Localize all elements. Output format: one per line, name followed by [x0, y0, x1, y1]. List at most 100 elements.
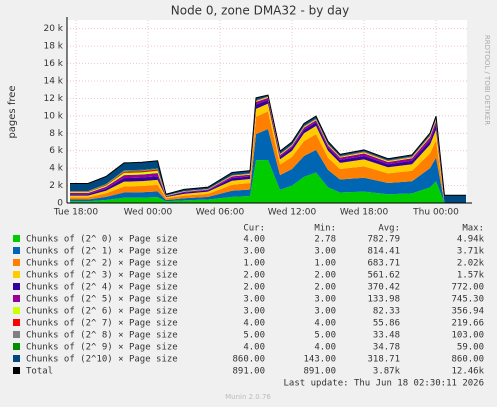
legend-swatch [13, 235, 20, 242]
legend-stat: 683.71 [367, 259, 400, 269]
y-tick-label: 4 k [49, 164, 64, 174]
legend-label: Chunks of (2^ 0) × Page size [26, 235, 178, 245]
legend-stat: 814.41 [367, 247, 400, 257]
legend-stat: 2.78 [314, 235, 336, 245]
y-tick-label: 2 k [49, 181, 64, 191]
legend-stat: 3.00 [243, 295, 265, 305]
legend-stat: 370.42 [367, 283, 400, 293]
legend-stat: 5.00 [243, 331, 265, 341]
legend-label: Chunks of (2^10) × Page size [26, 355, 178, 365]
legend-stat: 12.46k [451, 367, 484, 377]
legend-stat: 2.02k [457, 259, 485, 269]
x-tick-label: Tue 18:00 [53, 208, 98, 218]
y-tick-label: 20 k [43, 24, 63, 34]
legend-swatch [13, 271, 20, 278]
legend-swatch [13, 259, 20, 266]
y-tick-label: 18 k [43, 42, 63, 52]
y-tick-label: 10 k [43, 111, 63, 121]
legend-stat: 782.79 [367, 235, 400, 245]
area [70, 129, 467, 203]
legend-stat: 356.94 [451, 307, 484, 317]
side-label: RRDTOOL / TOBI OETIKER [483, 35, 491, 125]
legend-stat: 2.00 [243, 283, 265, 293]
y-tick-label: 8 k [49, 129, 64, 139]
legend-stat: 34.78 [373, 343, 400, 353]
legend-stat: 4.94k [457, 235, 485, 245]
legend-label: Chunks of (2^ 8) × Page size [26, 331, 178, 341]
legend-stat: 891.00 [232, 367, 265, 377]
legend-swatch [13, 331, 20, 338]
legend-stat: 143.00 [303, 355, 336, 365]
legend-label: Chunks of (2^ 3) × Page size [26, 271, 178, 281]
legend-stat: 891.00 [303, 367, 336, 377]
legend-stat: 4.00 [243, 319, 265, 329]
legend-swatch [13, 319, 20, 326]
chart-title: Node 0, zone DMA32 - by day [171, 4, 349, 18]
legend-label: Chunks of (2^ 9) × Page size [26, 343, 178, 353]
legend-label: Chunks of (2^ 7) × Page size [26, 319, 178, 329]
y-tick-label: 12 k [43, 94, 63, 104]
legend-stat: 133.98 [367, 295, 400, 305]
legend-stat: 3.00 [314, 307, 336, 317]
x-tick-label: Wed 06:00 [196, 208, 245, 218]
legend-header: Avg: [378, 224, 400, 234]
legend-swatch [13, 283, 20, 290]
legend-swatch [13, 355, 20, 362]
legend-swatch [13, 247, 20, 254]
legend-stat: 2.00 [314, 271, 336, 281]
y-axis-label: pages free [7, 85, 18, 138]
legend-label: Chunks of (2^ 1) × Page size [26, 247, 178, 257]
legend-stat: 4.00 [243, 235, 265, 245]
legend-stat: 3.00 [314, 295, 336, 305]
footer: Munin 2.0.76 [225, 393, 271, 401]
legend-stat: 103.00 [451, 331, 484, 341]
legend-swatch [13, 343, 20, 350]
legend-stat: 5.00 [314, 331, 336, 341]
legend-label: Chunks of (2^ 4) × Page size [26, 283, 178, 293]
legend-swatch [13, 307, 20, 314]
legend-stat: 1.00 [314, 259, 336, 269]
legend-header: Max: [462, 224, 484, 234]
legend-label: Chunks of (2^ 6) × Page size [26, 307, 178, 317]
x-tick-label: Wed 12:00 [268, 208, 317, 218]
last-update: Last update: Thu Jun 18 02:30:11 2026 [284, 379, 484, 389]
legend-stat: 4.00 [314, 343, 336, 353]
legend-label: Chunks of (2^ 5) × Page size [26, 295, 178, 305]
legend-stat: 3.87k [373, 367, 401, 377]
y-tick-label: 6 k [49, 146, 64, 156]
legend-stat: 4.00 [243, 343, 265, 353]
legend-stat: 2.00 [243, 271, 265, 281]
x-tick-label: Wed 18:00 [340, 208, 389, 218]
legend-swatch [13, 367, 20, 374]
total-line [70, 94, 467, 196]
legend-stat: 745.30 [451, 295, 484, 305]
legend-stat: 860.00 [451, 355, 484, 365]
x-tick-label: Thu 00:00 [412, 208, 459, 218]
legend-stat: 4.00 [314, 319, 336, 329]
y-tick-label: 16 k [43, 59, 63, 69]
legend-stat: 82.33 [373, 307, 400, 317]
legend-stat: 59.00 [457, 343, 484, 353]
legend-swatch [13, 295, 20, 302]
legend-label: Total [26, 367, 53, 377]
legend-stat: 33.48 [373, 331, 400, 341]
legend-header: Min: [314, 224, 336, 234]
legend-stat: 860.00 [232, 355, 265, 365]
legend-stat: 3.00 [243, 307, 265, 317]
legend-stat: 3.00 [314, 247, 336, 257]
legend-header: Cur: [243, 224, 265, 234]
legend-stat: 219.66 [451, 319, 484, 329]
y-tick-label: 14 k [43, 77, 63, 87]
legend-stat: 561.62 [367, 271, 400, 281]
legend-stat: 772.00 [451, 283, 484, 293]
legend-stat: 2.00 [314, 283, 336, 293]
legend-label: Chunks of (2^ 2) × Page size [26, 259, 178, 269]
legend-stat: 1.57k [457, 271, 485, 281]
area [70, 111, 467, 203]
legend-stat: 3.71k [457, 247, 485, 257]
legend-stat: 1.00 [243, 259, 265, 269]
y-tick-label: 0 [57, 199, 63, 209]
area [70, 159, 467, 203]
